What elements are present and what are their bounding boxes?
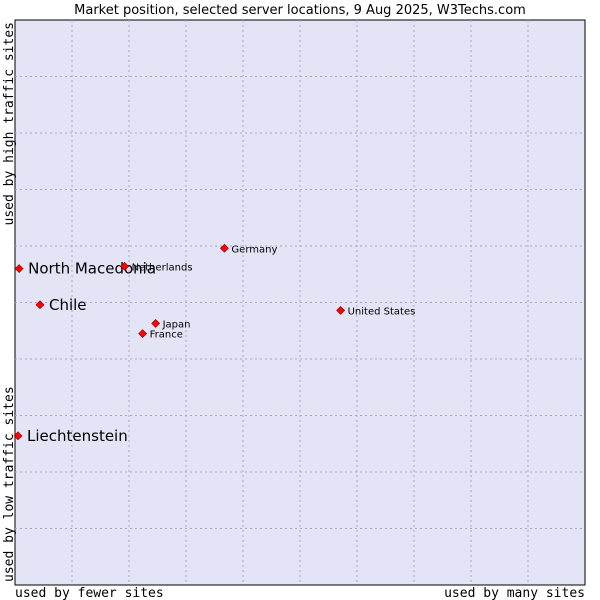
label-france: France: [150, 330, 183, 341]
label-japan: Japan: [162, 319, 191, 330]
chart-title: Market position, selected server locatio…: [74, 3, 526, 18]
point-liechtenstein: Liechtenstein: [13, 427, 128, 445]
point-united-states: United States: [336, 305, 416, 317]
point-france: France: [138, 329, 183, 341]
label-germany: Germany: [231, 244, 277, 255]
marker-germany: [219, 243, 229, 253]
point-chile: Chile: [35, 296, 87, 314]
x-axis-label-right: used by many sites: [444, 586, 585, 600]
marker-chile: [35, 300, 45, 310]
label-united-states: United States: [348, 306, 416, 317]
marker-france: [138, 329, 148, 338]
marker-united-states: [336, 305, 346, 315]
label-liechtenstein: Liechtenstein: [27, 427, 128, 445]
y-axis-label-bottom: used by low traffic sites: [2, 386, 17, 582]
marker-netherlands: [120, 261, 130, 271]
marker-north-macedonia: [14, 264, 24, 274]
label-chile: Chile: [49, 296, 87, 314]
y-axis-label-top: used by high traffic sites: [2, 22, 17, 226]
grid-lines: [15, 20, 585, 585]
label-netherlands: Netherlands: [132, 262, 193, 273]
data-points: North MacedoniaChileLiechtensteinNetherl…: [13, 243, 416, 445]
point-germany: Germany: [219, 243, 277, 255]
marker-liechtenstein: [13, 431, 23, 441]
point-netherlands: Netherlands: [120, 261, 193, 273]
point-japan: Japan: [151, 318, 191, 330]
marker-japan: [151, 318, 161, 328]
x-axis-label-left: used by fewer sites: [15, 586, 164, 600]
